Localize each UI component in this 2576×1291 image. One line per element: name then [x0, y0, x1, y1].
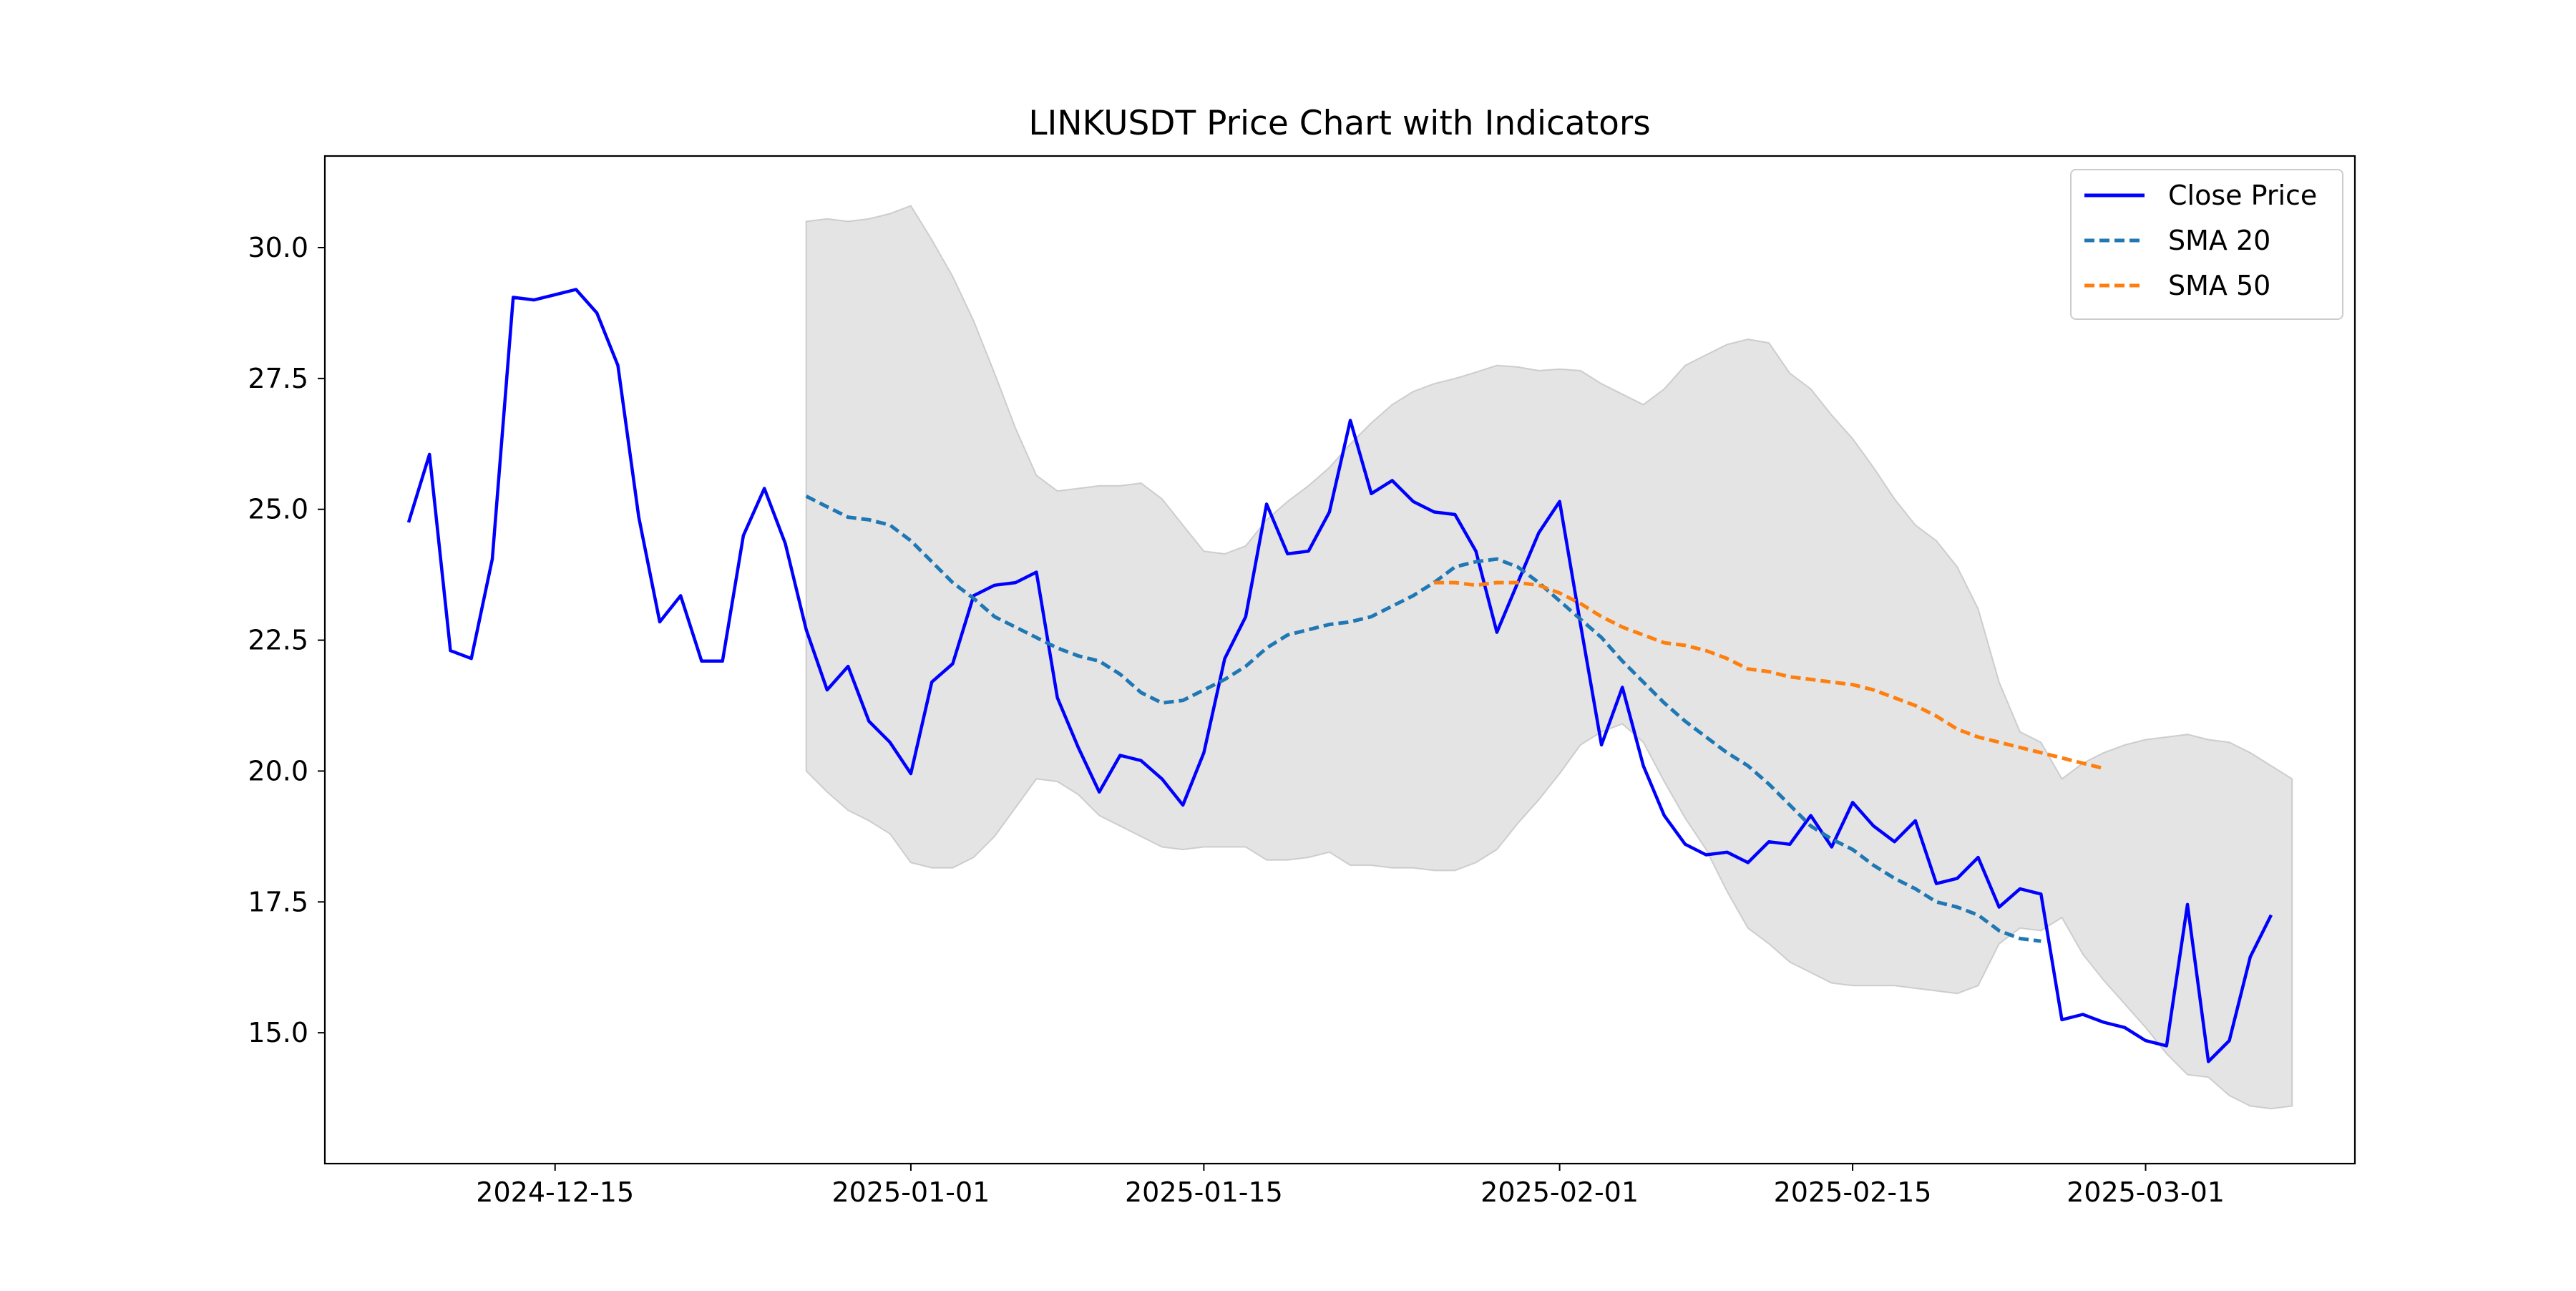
y-tick-label: 20.0	[248, 755, 308, 786]
y-tick-label: 17.5	[248, 886, 308, 917]
legend: Close Price SMA 20 SMA 50	[2071, 170, 2343, 319]
chart-title: LINKUSDT Price Chart with Indicators	[1028, 104, 1650, 143]
x-tick-label: 2025-01-15	[1125, 1176, 1283, 1208]
legend-label-sma-50: SMA 50	[2168, 270, 2270, 301]
y-tick-label: 30.0	[248, 232, 308, 263]
x-tick-label: 2025-02-01	[1480, 1176, 1639, 1208]
x-tick-label: 2025-01-01	[832, 1176, 990, 1208]
x-tick-label: 2025-03-01	[2067, 1176, 2225, 1208]
y-tick-label: 25.0	[248, 494, 308, 525]
y-tick-label: 27.5	[248, 363, 308, 394]
legend-label-sma-20: SMA 20	[2168, 225, 2270, 256]
x-tick-label: 2025-02-15	[1774, 1176, 1932, 1208]
legend-label-close-price: Close Price	[2168, 180, 2317, 211]
y-tick-label: 15.0	[248, 1017, 308, 1048]
y-tick-label: 22.5	[248, 625, 308, 656]
x-tick-label: 2024-12-15	[476, 1176, 634, 1208]
